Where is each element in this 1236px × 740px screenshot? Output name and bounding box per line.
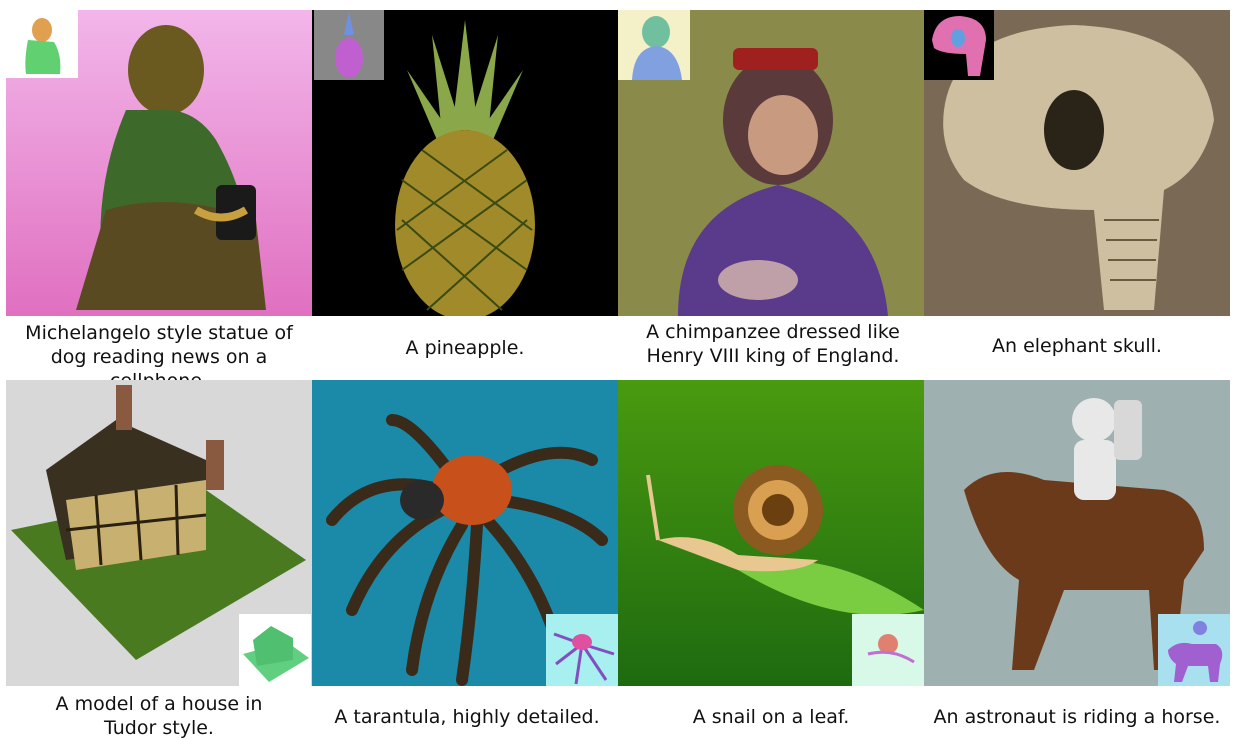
caption-snail: A snail on a leaf.: [692, 706, 850, 728]
tudor-house-image: [6, 380, 312, 686]
caption-elephant-skull: An elephant skull.: [992, 335, 1162, 357]
dog-statue-normal-thumbnail: [6, 10, 78, 78]
chimpanzee-image: [618, 10, 924, 316]
tarantula-image: [312, 380, 618, 686]
snail-normal-thumbnail: [852, 614, 924, 686]
caption-tarantula: A tarantula, highly detailed.: [334, 706, 600, 728]
caption-tudor-house: A model of a house in Tudor style.: [55, 693, 263, 739]
caption-chimpanzee: A chimpanzee dressed like Henry VIII kin…: [646, 321, 900, 367]
astronaut-horse-image: [924, 380, 1230, 686]
caption-pineapple: A pineapple.: [405, 337, 525, 359]
tudor-house-normal-thumbnail: [239, 614, 311, 686]
chimpanzee-normal-thumbnail: [618, 10, 690, 80]
tarantula-normal-thumbnail: [546, 614, 618, 686]
caption-astronaut-horse: An astronaut is riding a horse.: [933, 706, 1221, 728]
dog-statue-image: [6, 10, 312, 316]
caption-dog-statue: Michelangelo style statue of dog reading…: [25, 322, 293, 392]
pineapple-normal-thumbnail: [314, 10, 384, 80]
elephant-skull-normal-thumbnail: [924, 10, 994, 80]
astronaut-horse-normal-thumbnail: [1158, 614, 1230, 686]
